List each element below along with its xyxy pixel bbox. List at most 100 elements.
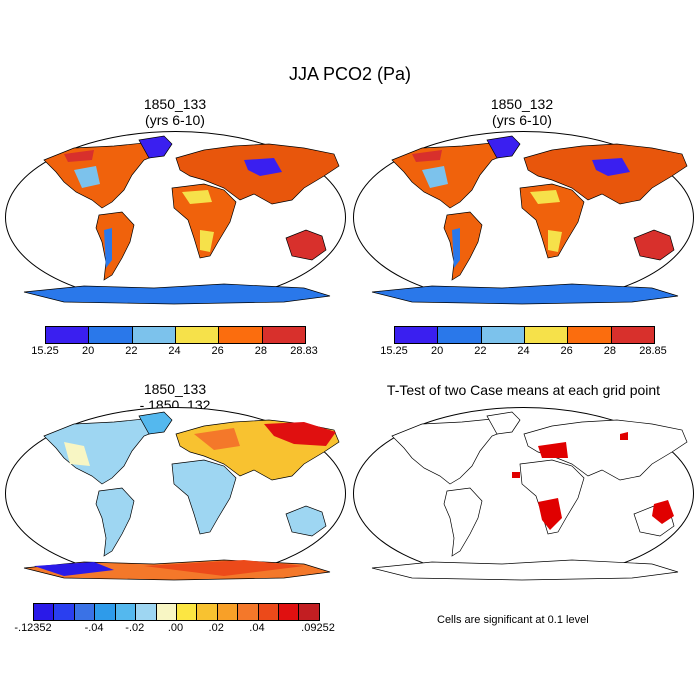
map-panel-1	[5, 131, 346, 305]
landmass-australia	[285, 505, 327, 537]
colorbar-label: 22	[125, 345, 138, 357]
colorbar-2	[394, 326, 655, 344]
continents-4	[371, 411, 688, 581]
colorbar-label: 20	[431, 345, 444, 357]
significant-region	[512, 472, 520, 478]
climate-region	[244, 158, 282, 176]
landmass-antarctica	[371, 559, 679, 581]
panel-1-title: 1850_133 (yrs 6-10)	[143, 96, 207, 128]
colorbar-label: .02	[208, 622, 224, 634]
climate-region	[74, 166, 100, 188]
colorbar-swatch	[115, 604, 137, 620]
colorbar-label: .04	[249, 622, 265, 634]
climate-region	[412, 150, 442, 162]
significant-region	[538, 498, 562, 530]
colorbar-swatch	[175, 327, 220, 343]
landmass-samerica	[443, 211, 483, 281]
colorbar-swatch	[95, 604, 116, 620]
colorbar-swatch	[611, 327, 654, 343]
colorbar-swatch	[54, 604, 75, 620]
continents-2	[371, 135, 688, 305]
colorbar-swatch	[136, 604, 157, 620]
anomaly-region	[264, 422, 336, 446]
colorbar-label: -.02	[125, 622, 145, 634]
colorbar-swatch	[262, 327, 305, 343]
significant-region	[538, 442, 568, 458]
colorbar-label: 15.25	[31, 345, 59, 357]
colorbar-swatch	[395, 327, 439, 343]
climate-region	[548, 230, 562, 252]
landmass-namerica	[43, 417, 165, 485]
landmass-samerica	[443, 487, 483, 557]
climate-region	[422, 166, 448, 188]
colorbar-swatch	[299, 604, 319, 620]
colorbar-swatch	[568, 327, 612, 343]
anomaly-region	[64, 442, 90, 466]
colorbar-swatch	[438, 327, 482, 343]
map-panel-4	[353, 407, 694, 581]
colorbar-label: 28.83	[290, 345, 318, 357]
landmass-antarctica	[371, 283, 679, 305]
landmass-africa	[171, 183, 237, 259]
colorbar-label: -.12352	[14, 622, 52, 634]
landmass-africa	[519, 459, 585, 535]
climate-region	[452, 228, 460, 268]
colorbar-swatch	[46, 327, 90, 343]
colorbar-label: .00	[167, 622, 184, 634]
colorbar-swatch	[132, 327, 176, 343]
colorbar-label: -.04	[84, 622, 104, 634]
landmass-namerica	[391, 417, 513, 485]
significance-note: Cells are significant at 0.1 level	[437, 614, 589, 626]
colorbar-label: 20	[82, 345, 95, 357]
colorbar-label: 24	[517, 345, 530, 357]
significant-region	[652, 500, 674, 524]
landmass-greenland	[486, 411, 521, 435]
colorbar-label: 28	[603, 345, 616, 357]
colorbar-swatch	[279, 604, 300, 620]
colorbar-1	[45, 326, 306, 344]
continents-1	[23, 135, 340, 305]
significant-region	[620, 432, 628, 440]
climate-region	[592, 158, 630, 176]
panel-3-title: 1850_133 - 1850_132	[139, 381, 211, 413]
colorbar-label: 26	[560, 345, 573, 357]
landmass-africa	[519, 183, 585, 259]
landmass-greenland	[138, 135, 173, 159]
colorbar-swatch	[197, 604, 218, 620]
climate-region	[104, 228, 112, 268]
landmass-greenland	[138, 411, 173, 435]
climate-region	[530, 190, 560, 204]
continents-3	[23, 411, 340, 581]
colorbar-3	[33, 603, 320, 621]
landmass-samerica	[95, 487, 135, 557]
colorbar-swatch	[258, 604, 280, 620]
climate-region	[182, 190, 212, 204]
colorbar-label: 28	[254, 345, 267, 357]
panel-2-title: 1850_132 (yrs 6-10)	[490, 96, 554, 128]
landmass-africa	[171, 459, 237, 535]
colorbar-label: 28.85	[639, 345, 667, 357]
colorbar-label: 15.25	[380, 345, 408, 357]
map-panel-2	[353, 131, 694, 305]
colorbar-swatch	[217, 604, 239, 620]
landmass-antarctica	[23, 283, 331, 305]
landmass-australia	[285, 229, 327, 261]
landmass-australia	[633, 229, 675, 261]
colorbar-swatch	[219, 327, 263, 343]
colorbar-swatch	[481, 327, 525, 343]
colorbar-label: 24	[168, 345, 181, 357]
colorbar-swatch	[89, 327, 133, 343]
colorbar-swatch	[74, 604, 96, 620]
colorbar-swatch	[524, 327, 569, 343]
landmass-samerica	[95, 211, 135, 281]
colorbar-label: 22	[474, 345, 487, 357]
anomaly-region	[194, 428, 240, 450]
colorbar-swatch	[34, 604, 55, 620]
colorbar-swatch	[156, 604, 177, 620]
anomaly-region	[34, 562, 114, 576]
colorbar-label: 26	[211, 345, 224, 357]
landmass-greenland	[486, 135, 521, 159]
figure-title: JJA PCO2 (Pa)	[288, 64, 412, 84]
climate-region	[200, 230, 214, 252]
map-panel-3	[5, 407, 346, 581]
